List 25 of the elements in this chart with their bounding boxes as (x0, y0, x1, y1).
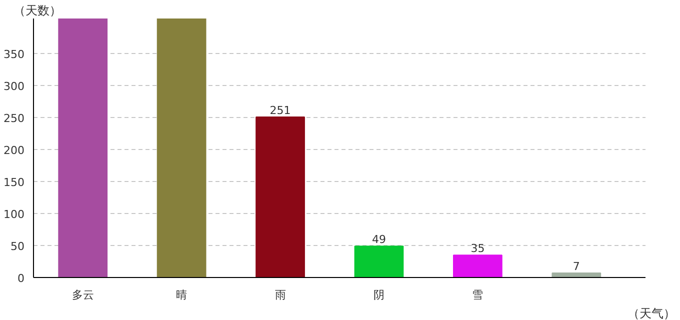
data-label: 251 (270, 104, 291, 117)
bar (58, 18, 108, 278)
data-label: 7 (572, 260, 580, 274)
x-tick-label: 雨 (274, 288, 286, 302)
y-tick-label: 200 (4, 144, 25, 158)
bar (354, 246, 404, 278)
x-axis-title: （天气） (628, 306, 676, 320)
data-label: 35 (470, 242, 485, 256)
y-axis-title: （天数） (14, 4, 62, 18)
y-tick-label: 250 (4, 112, 25, 126)
bar (256, 116, 305, 278)
y-tick-label: 0 (18, 272, 24, 285)
y-tick-label: 350 (4, 48, 25, 62)
x-tick-label: 阴 (373, 288, 384, 302)
y-tick-label: 100 (4, 208, 25, 222)
x-tick-label: 多云 (72, 288, 94, 302)
bar (552, 272, 602, 278)
y-tick-label: 300 (4, 80, 25, 94)
y-tick-label: 150 (4, 176, 25, 190)
x-tick-label: 晴 (176, 288, 188, 302)
bar (156, 18, 206, 278)
bar (453, 254, 502, 278)
data-label: 49 (372, 233, 386, 246)
y-tick-label: 50 (10, 240, 25, 254)
x-tick-label: 雪 (472, 288, 484, 302)
